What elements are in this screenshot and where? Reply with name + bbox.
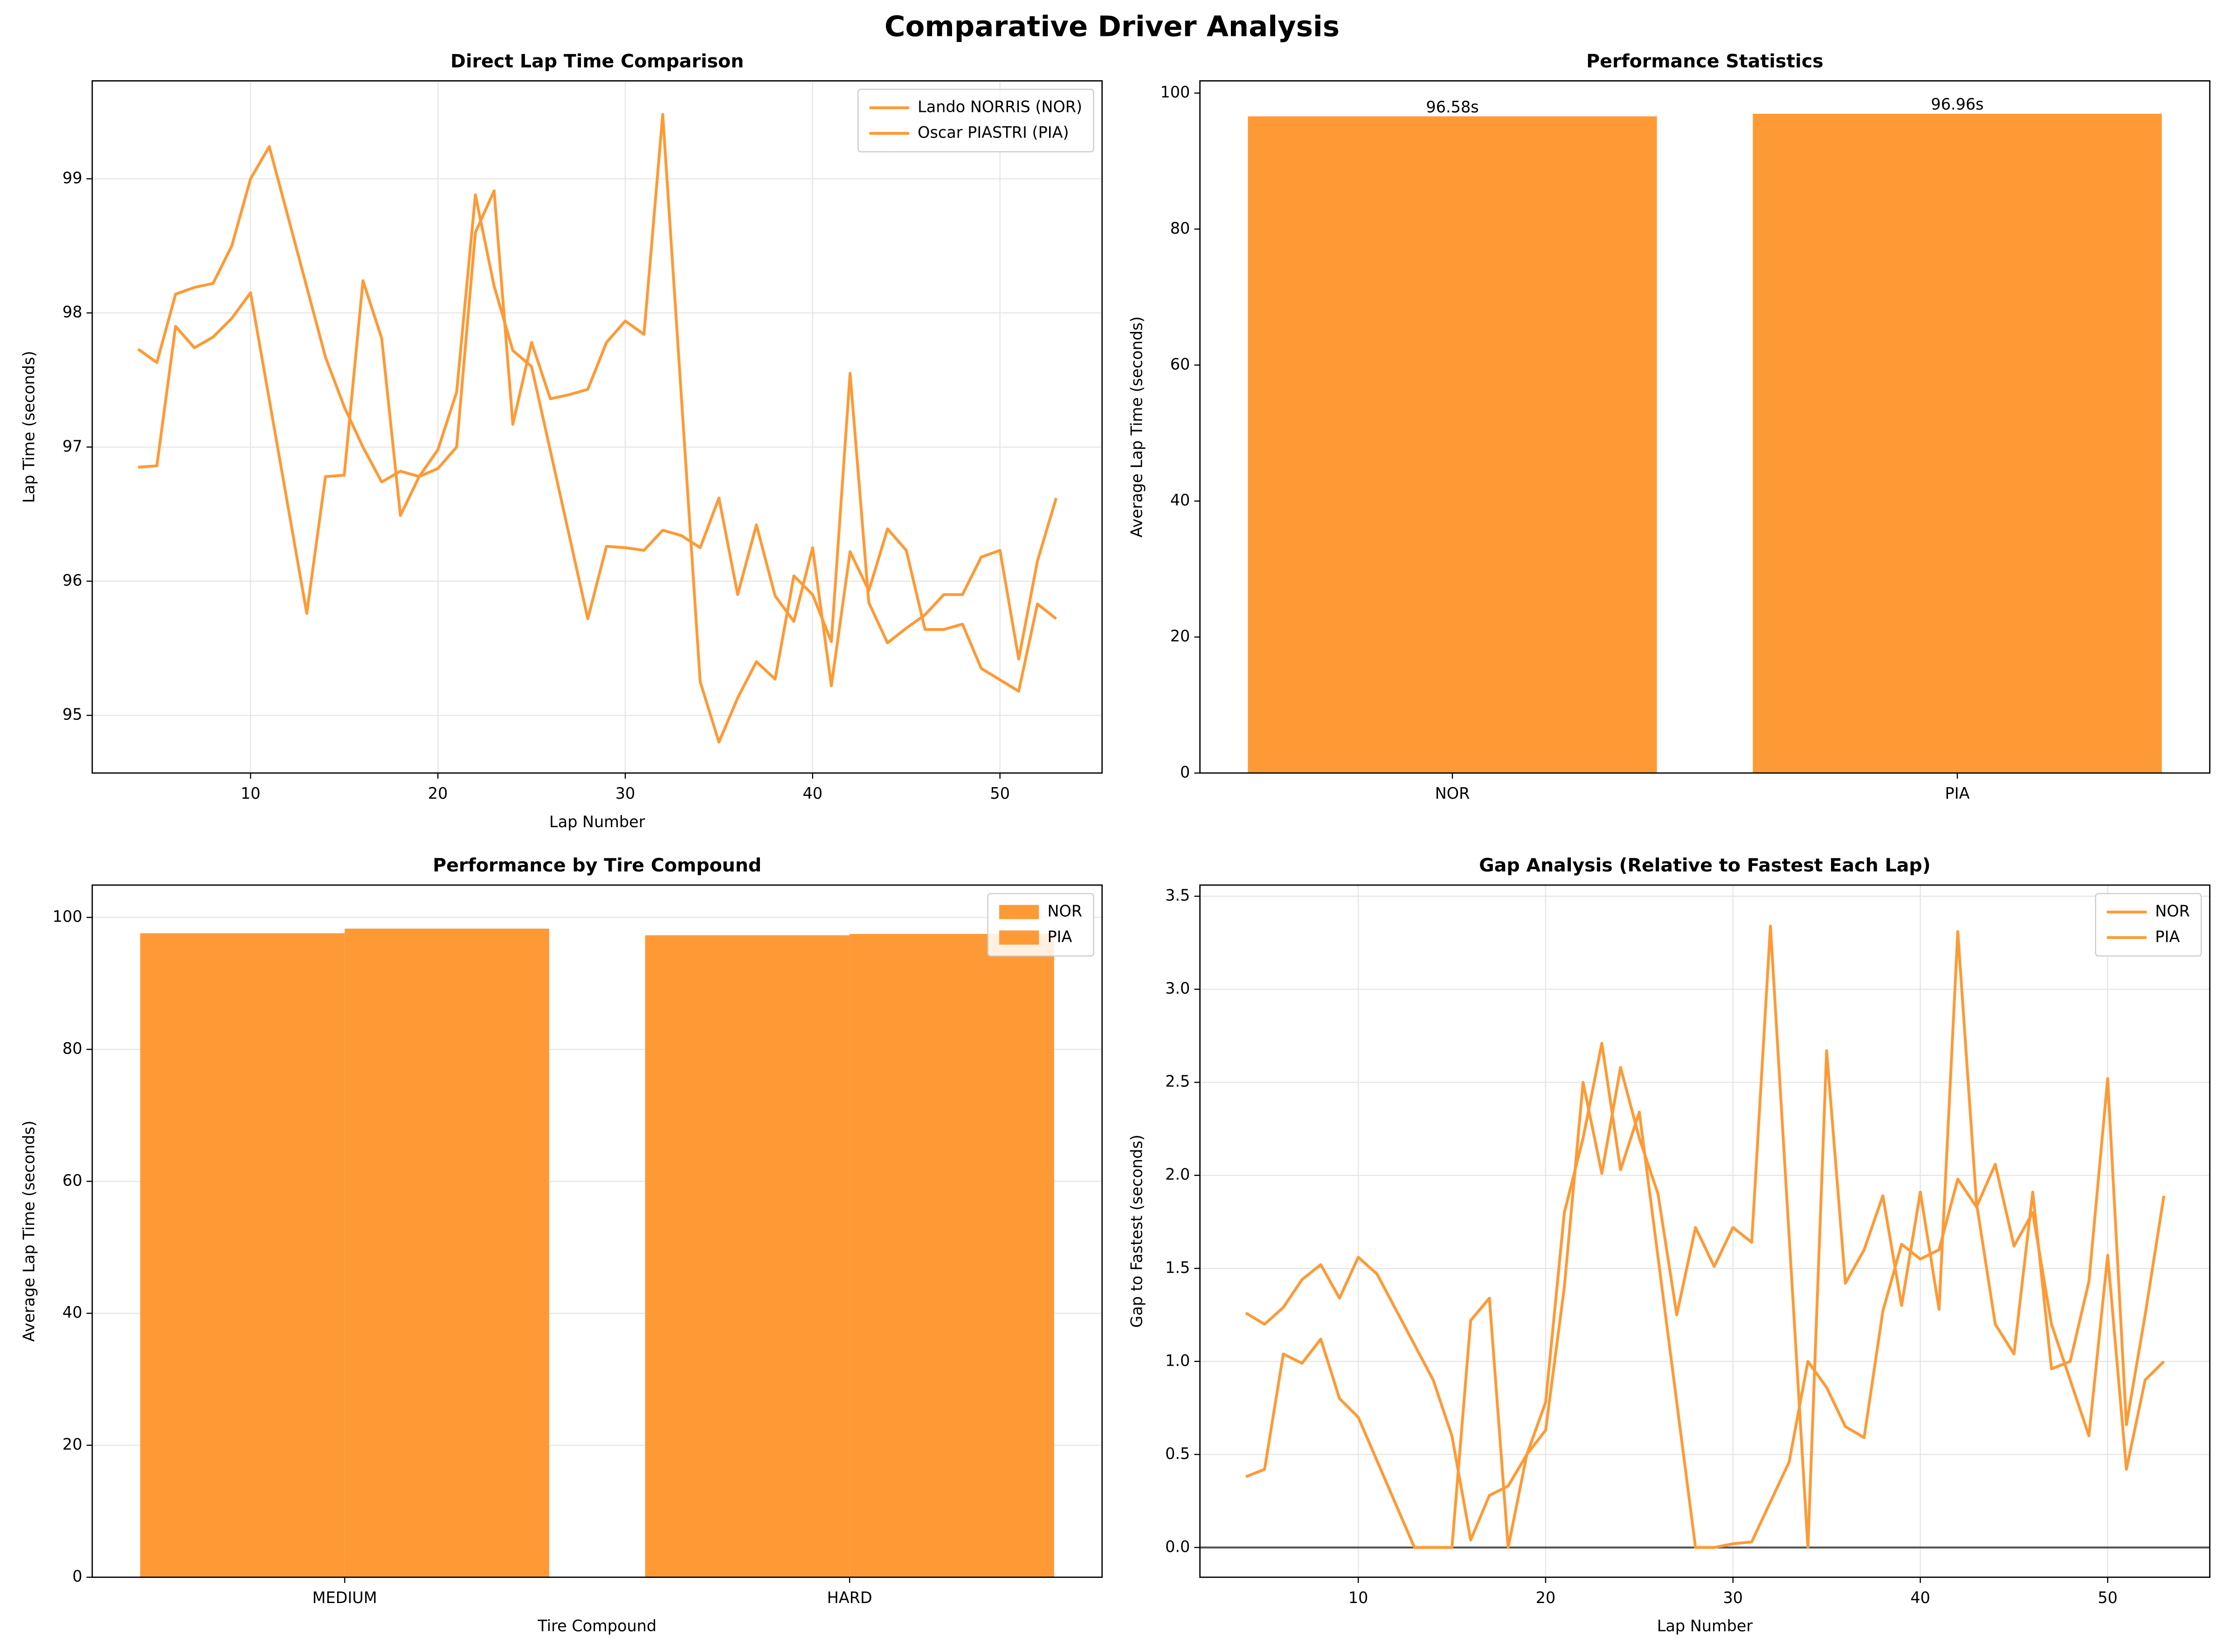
legend-label: Oscar PIASTRI (PIA) <box>918 123 1069 141</box>
subplot-title: Performance by Tire Compound <box>433 855 761 876</box>
subplot-title: Performance Statistics <box>1586 50 1823 72</box>
x-tick-label: MEDIUM <box>312 1589 377 1607</box>
y-tick-label: 60 <box>1170 355 1190 373</box>
axes-frame <box>91 884 1103 1578</box>
y-tick-label: 98 <box>62 303 83 321</box>
data-line <box>137 113 1058 744</box>
x-tick-label: NOR <box>1435 784 1470 802</box>
data-line <box>138 193 1057 693</box>
x-tick-label: 40 <box>803 784 823 802</box>
y-tick-label: 0.0 <box>1165 1537 1190 1555</box>
figure-title: Comparative Driver Analysis <box>884 10 1340 43</box>
y-tick-label: 100 <box>1160 83 1190 101</box>
legend-label: NOR <box>2155 902 2190 920</box>
x-axis-label: Lap Number <box>549 813 645 831</box>
legend-label: NOR <box>1048 902 1083 920</box>
x-tick-label: 50 <box>990 784 1010 802</box>
y-tick-label: 20 <box>1170 627 1190 645</box>
x-tick-label: 30 <box>1723 1589 1743 1607</box>
y-tick-label: 60 <box>62 1171 83 1189</box>
axes-frame <box>1199 884 2210 1578</box>
legend: NOR PIA <box>987 893 1094 957</box>
y-tick-label: 80 <box>1170 219 1190 237</box>
legend: NOR PIA <box>2095 893 2202 957</box>
x-tick-label: PIA <box>1945 784 1970 802</box>
x-tick-label: 10 <box>241 784 261 802</box>
y-tick-label: 99 <box>62 169 83 187</box>
y-axis-label: Lap Time (seconds) <box>20 351 38 503</box>
y-tick-label: 2.5 <box>1165 1072 1190 1091</box>
axes-frame <box>91 80 1103 774</box>
y-tick-label: 1.5 <box>1165 1258 1190 1277</box>
legend: Lando NORRIS (NOR) Oscar PIASTRI (PIA) <box>857 89 1094 152</box>
bar <box>645 935 850 1577</box>
subplot-title: Gap Analysis (Relative to Fastest Each L… <box>1479 855 1930 876</box>
value-label: 96.58s <box>1426 98 1478 116</box>
x-axis-label: Tire Compound <box>537 1617 656 1635</box>
legend-label: PIA <box>1048 927 1072 946</box>
y-tick-label: 3.5 <box>1165 886 1190 905</box>
subplot-title: Direct Lap Time Comparison <box>450 50 744 72</box>
x-tick-label: 50 <box>2098 1589 2118 1607</box>
subplot: Gap Analysis (Relative to Fastest Each L… <box>1127 855 2210 1635</box>
y-tick-label: 20 <box>62 1435 83 1453</box>
y-tick-label: 100 <box>53 907 83 926</box>
legend-swatch <box>999 905 1039 919</box>
y-tick-label: 97 <box>62 437 83 455</box>
y-tick-label: 80 <box>62 1039 83 1058</box>
legend-box <box>857 89 1094 152</box>
legend-label: Lando NORRIS (NOR) <box>918 98 1082 116</box>
data-line <box>1245 924 2166 1549</box>
y-tick-label: 0 <box>1180 763 1190 781</box>
bar <box>140 933 345 1577</box>
bar <box>1753 113 2162 773</box>
y-tick-label: 40 <box>62 1303 83 1321</box>
subplot: Performance Statistics Average Lap Time (… <box>1127 50 2210 802</box>
legend-box <box>2095 893 2202 957</box>
y-tick-label: 0.5 <box>1165 1445 1190 1463</box>
y-tick-label: 3.0 <box>1165 979 1190 997</box>
y-tick-label: 2.0 <box>1165 1165 1190 1183</box>
y-tick-label: 96 <box>62 571 83 589</box>
y-tick-label: 0 <box>72 1567 82 1585</box>
x-tick-label: HARD <box>827 1589 872 1607</box>
x-tick-label: 20 <box>1536 1589 1556 1607</box>
value-label: 96.96s <box>1931 95 1983 113</box>
legend-swatch <box>999 930 1039 945</box>
data-line <box>1245 1042 2165 1549</box>
legend-label: PIA <box>2155 927 2180 946</box>
subplot: Performance by Tire Compound Tire Compoun… <box>20 855 1103 1635</box>
axes-frame <box>1199 80 2210 774</box>
x-tick-label: 10 <box>1348 1589 1368 1607</box>
y-tick-label: 95 <box>62 705 83 724</box>
y-axis-label: Average Lap Time (seconds) <box>1127 316 1146 537</box>
y-axis-label: Average Lap Time (seconds) <box>20 1120 38 1341</box>
y-axis-label: Gap to Fastest (seconds) <box>1127 1134 1146 1327</box>
subplot: Direct Lap Time Comparison Lap Number Lap … <box>20 50 1103 831</box>
x-tick-label: 20 <box>428 784 448 802</box>
bar <box>1248 116 1657 773</box>
y-tick-label: 1.0 <box>1165 1351 1190 1369</box>
x-tick-label: 40 <box>1910 1589 1930 1607</box>
bar <box>345 928 549 1577</box>
x-tick-label: 30 <box>615 784 635 802</box>
y-tick-label: 40 <box>1170 491 1190 509</box>
bar <box>850 933 1054 1577</box>
x-axis-label: Lap Number <box>1657 1617 1753 1635</box>
